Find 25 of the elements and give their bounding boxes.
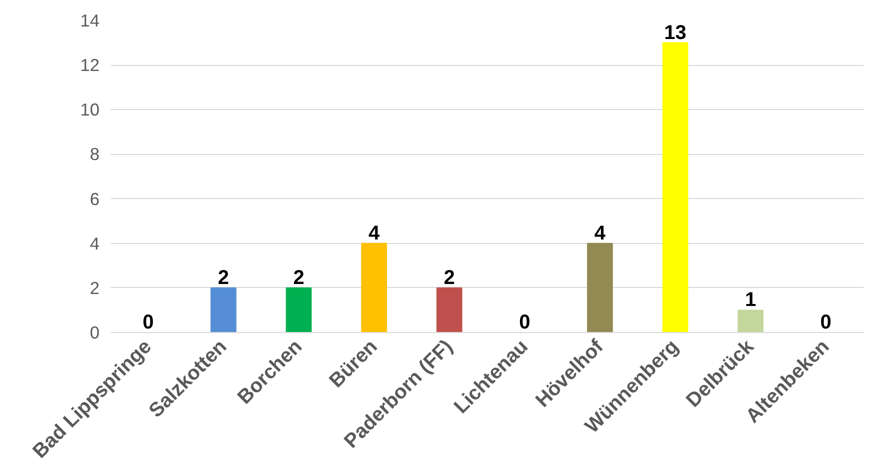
data-label: 2 [218, 266, 230, 289]
data-label: 1 [744, 289, 756, 312]
data-label: 0 [820, 312, 832, 334]
bar [738, 310, 764, 332]
bar [662, 42, 688, 332]
y-tick-label: 0 [90, 322, 100, 342]
data-label: 2 [293, 266, 304, 289]
y-tick-label: 10 [80, 100, 100, 120]
y-tick-label: 4 [90, 233, 100, 254]
bar [286, 287, 312, 332]
data-label: 0 [519, 312, 530, 334]
data-label: 13 [664, 22, 686, 44]
data-label: 4 [368, 222, 380, 244]
y-tick-label: 2 [90, 278, 100, 298]
y-tick-label: 6 [90, 188, 100, 209]
bar [436, 287, 462, 332]
y-tick-label: 12 [80, 55, 100, 76]
y-tick-label: 14 [80, 10, 100, 30]
bar [361, 242, 387, 332]
data-label: 0 [142, 312, 154, 334]
data-label: 4 [594, 222, 606, 244]
bar [587, 242, 613, 332]
bar [210, 287, 236, 332]
data-label: 2 [444, 266, 455, 289]
y-tick-label: 8 [90, 144, 100, 164]
